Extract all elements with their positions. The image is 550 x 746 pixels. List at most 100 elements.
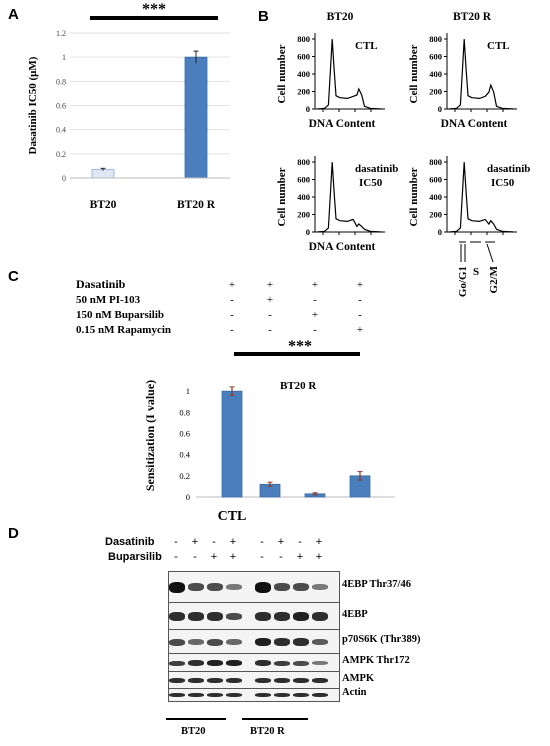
y-tick-label: 400 [297, 69, 310, 79]
blot-label: AMPK Thr172 [342, 655, 410, 666]
treatment-sign: - [313, 324, 317, 336]
blot-strip [168, 629, 340, 655]
blot-band [169, 678, 185, 683]
x-axis-label: DNA Content [309, 241, 376, 253]
blot-band [255, 581, 271, 593]
blot-band [255, 693, 271, 697]
treatment-sign: + [210, 551, 218, 563]
blot-band [188, 660, 204, 666]
treatment-sign: - [230, 324, 234, 336]
treatment-sign: + [191, 536, 199, 548]
treatment-sign: + [312, 279, 318, 291]
blot-band [188, 693, 204, 697]
y-tick-label: 0 [306, 104, 310, 114]
treatment-sign: - [212, 536, 216, 548]
treatment-label: Buparsilib [108, 551, 162, 563]
sensitization-bar-chart: Dasatinib + + + +50 nM PI-103 - + - - 150 nM Bupa… [76, 277, 395, 524]
treatment-sign: - [279, 551, 283, 563]
blot-band [312, 639, 328, 645]
blot-band [255, 660, 271, 666]
treatment-label: 50 nM PI-103 [76, 294, 141, 306]
blot-band [293, 693, 309, 697]
chart-annotation: BT20 R [280, 380, 317, 392]
y-tick-label: 800 [429, 157, 442, 167]
treatment-sign: - [193, 551, 197, 563]
y-tick-label: 400 [297, 192, 310, 202]
blot-label: 4EBP [342, 608, 368, 620]
treatment-sign: + [229, 279, 235, 291]
blot-strip [168, 671, 340, 690]
y-tick-label: 800 [297, 157, 310, 167]
y-axis-label: Sensitization (I value) [143, 380, 157, 491]
treatment-sign: - [298, 536, 302, 548]
x-axis-label: DNA Content [441, 118, 508, 130]
blot-band [207, 638, 223, 646]
phase-label-s: S [473, 266, 479, 278]
blot-band [255, 638, 271, 646]
bar [221, 390, 243, 498]
y-tick-label: 200 [429, 210, 442, 220]
blot-label: AMPK [342, 672, 375, 684]
blot-band [188, 678, 204, 683]
treatment-sign: + [296, 551, 304, 563]
blot-strip [168, 571, 340, 603]
blot-band [293, 583, 309, 591]
treatment-sign: + [229, 551, 237, 563]
y-tick-label: 800 [429, 34, 442, 44]
treatment-sign: + [267, 294, 273, 306]
blot-band [226, 678, 242, 683]
blot-strip [168, 602, 340, 631]
treatment-sign: - [260, 536, 264, 548]
blot-band [274, 583, 290, 591]
blot-band [312, 612, 328, 621]
treatment-sign: + [277, 536, 285, 548]
blot-band [169, 660, 185, 666]
bar [184, 56, 208, 179]
y-tick-label: 1 [62, 53, 66, 62]
blot-band [188, 639, 204, 645]
blot-band [293, 612, 309, 621]
y-tick-label: 600 [297, 52, 310, 62]
x-tick-label: BT20 [90, 199, 117, 211]
y-axis-label: Cell number [408, 44, 420, 103]
blot-band [207, 678, 223, 683]
phase-label-g2m: G2/M [488, 265, 500, 293]
blot-band [274, 693, 290, 697]
phase-pointer [486, 243, 494, 263]
y-axis-label: Cell number [408, 167, 420, 226]
histogram-curve [448, 39, 514, 110]
blot-strip [168, 688, 340, 702]
blot-band [293, 678, 309, 683]
treatment-sign: - [268, 309, 272, 321]
treatment-sign: + [312, 309, 318, 321]
panel-letter-c: C [8, 268, 19, 285]
column-title: BT20 R [453, 11, 492, 23]
significance-label: *** [142, 1, 166, 18]
condition-label: CTL [355, 40, 378, 52]
treatment-sign: + [315, 551, 323, 563]
blot-band [312, 678, 328, 683]
treatment-label: 150 nM Buparsilib [76, 309, 164, 321]
blot-band [169, 693, 185, 697]
treatment-sign: + [267, 279, 273, 291]
blot-band [312, 661, 328, 665]
blot-band [226, 613, 242, 620]
blot-band [274, 660, 290, 666]
blot-band [274, 638, 290, 646]
y-tick-label: 0 [438, 104, 442, 114]
y-tick-label: 200 [297, 87, 310, 97]
blot-band [226, 584, 242, 590]
x-tick-label-ctl: CTL [218, 509, 247, 524]
blot-strip [168, 653, 340, 673]
phase-label-g1: Go/G1 [457, 266, 469, 297]
panel-letter-d: D [8, 525, 19, 542]
treatment-sign: - [230, 309, 234, 321]
y-tick-label: 0.4 [56, 126, 66, 135]
y-tick-label: 200 [429, 87, 442, 97]
y-tick-label: 0.8 [179, 407, 190, 417]
y-tick-label: 600 [429, 175, 442, 185]
histogram-curve [448, 162, 514, 233]
treatment-sign: - [230, 294, 234, 306]
y-tick-label: 0 [306, 227, 310, 237]
condition-label-2: IC50 [491, 177, 515, 189]
